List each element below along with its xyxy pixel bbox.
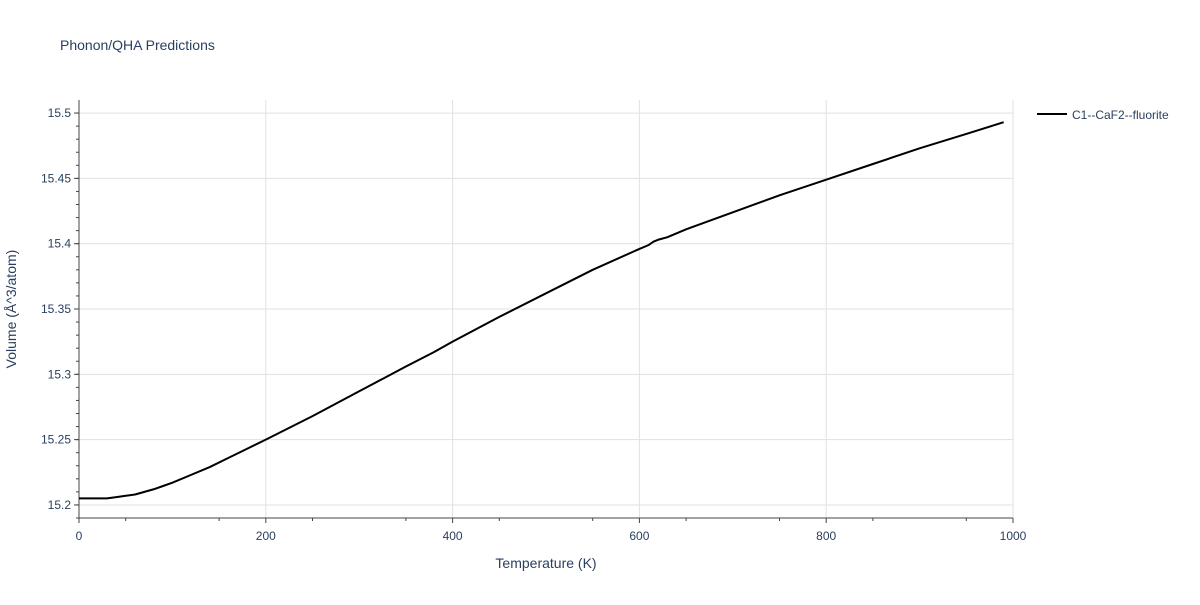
x-tick-label: 800 [816, 529, 836, 543]
y-tick-label: 15.25 [41, 433, 71, 447]
y-tick-label: 15.4 [48, 237, 72, 251]
grid [79, 100, 1014, 518]
ticks: 0 200 400 600 800 1000 15.2 15.25 15.3 15.35 15.4 1… [41, 106, 1027, 543]
y-tick-label: 15.35 [41, 302, 71, 316]
x-axis-title: Temperature (K) [495, 555, 596, 571]
legend-label: C1--CaF2--fluorite [1072, 108, 1169, 122]
y-tick-label: 15.45 [41, 171, 71, 185]
y-tick-label: 15.2 [48, 498, 72, 512]
x-tick-label: 200 [256, 529, 276, 543]
chart-title: Phonon/QHA Predictions [60, 37, 215, 53]
x-tick-label: 0 [76, 529, 83, 543]
x-tick-label: 1000 [1000, 529, 1027, 543]
legend[interactable]: C1--CaF2--fluorite [1037, 108, 1169, 122]
series-line [79, 121, 1004, 500]
y-axis-title: Volume (Å^3/atom) [3, 250, 19, 369]
y-tick-label: 15.3 [48, 367, 72, 381]
series [79, 121, 1004, 500]
x-tick-label: 400 [443, 529, 463, 543]
y-tick-label: 15.5 [48, 106, 72, 120]
x-tick-label: 600 [629, 529, 649, 543]
